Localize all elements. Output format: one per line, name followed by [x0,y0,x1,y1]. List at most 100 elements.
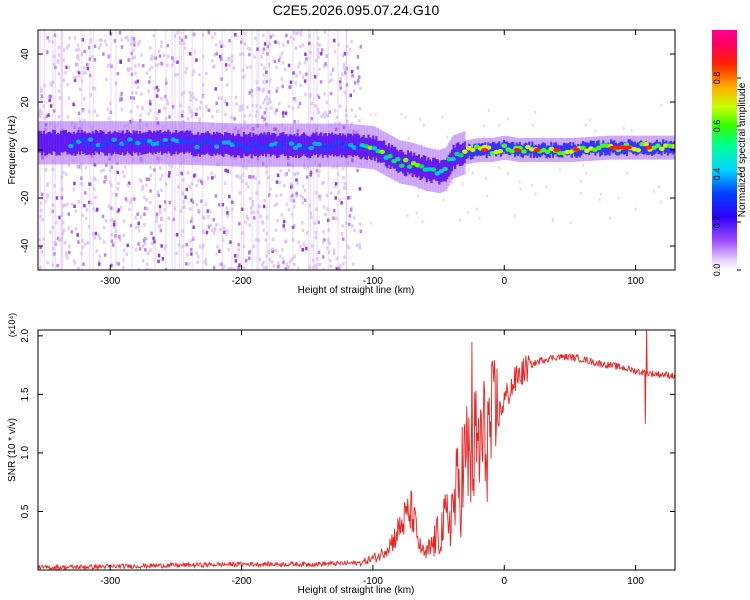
noise-mark [62,170,65,175]
noise-mark [148,75,152,80]
noise-mark [173,206,176,211]
noise-mark [215,52,218,56]
spectrogram-y-tick-label: 0 [20,147,31,153]
noise-mark [265,215,269,220]
noise-mark [38,108,42,113]
noise-mark [279,55,282,59]
ridge-band [261,134,264,156]
noise-mark [266,101,270,105]
noise-mark [327,250,331,254]
noise-mark [316,262,320,267]
colorbar-tick-label: 0.8 [712,72,722,85]
noise-mark [466,210,469,214]
noise-mark [158,54,162,58]
noise-mark [498,123,501,127]
noise-mark [116,170,119,175]
noise-mark [74,227,78,231]
noise-mark [156,62,160,67]
ridge-band [564,142,567,155]
noise-mark [289,198,292,203]
noise-mark [304,52,307,57]
noise-mark [212,231,216,235]
ridge-peak-mark [481,148,489,152]
noise-mark [57,89,61,93]
noise-mark [118,30,122,35]
noise-mark [192,225,195,230]
noise-mark [533,111,536,115]
noise-mark [584,123,587,127]
noise-mark [201,245,204,249]
noise-mark [270,106,273,110]
ridge-core-mark [115,143,121,149]
noise-mark [164,116,168,121]
ridge-band [408,152,411,175]
noise-mark [73,36,77,40]
noise-mark [119,94,123,98]
ridge-core-mark [162,137,169,143]
ridge-band [490,143,493,156]
noise-mark [314,191,318,195]
noise-mark [155,116,158,121]
noise-mark [134,64,137,68]
noise-mark [211,115,214,119]
noise-mark [248,47,252,51]
noise-mark [331,67,335,71]
noise-mark [168,170,171,175]
noise-mark [55,221,58,225]
noise-mark [263,265,266,270]
ridge-band [49,131,52,154]
noise-mark [86,241,90,245]
noise-mark [133,197,136,201]
noise-mark [531,183,534,187]
noise-mark [60,237,64,241]
noise-mark [338,121,342,125]
noise-mark [46,181,49,186]
noise-mark [322,230,325,234]
ridge-core-mark [438,169,445,174]
noise-mark [317,220,321,225]
noise-mark [340,232,344,236]
noise-mark [251,94,254,98]
noise-mark [62,204,65,208]
noise-mark [181,205,185,210]
noise-mark [559,168,562,172]
noise-mark [230,200,234,205]
noise-mark [83,70,87,75]
noise-mark [102,52,105,56]
noise-mark [77,266,80,270]
noise-mark [358,106,361,111]
noise-mark [241,75,244,79]
spectrogram-y-tick-label: 40 [20,48,31,60]
noise-mark [94,195,97,200]
noise-mark [369,113,372,117]
noise-mark [356,168,359,173]
noise-mark [108,53,112,58]
noise-mark [318,43,321,47]
noise-mark [63,203,66,207]
noise-mark [356,55,360,59]
noise-mark [292,71,295,75]
noise-mark [660,103,663,107]
noise-mark [158,209,162,213]
noise-mark [136,79,140,84]
noise-mark [39,245,42,249]
noise-mark [230,115,233,120]
noise-mark [189,98,192,102]
ridge-band [599,144,602,157]
noise-mark [243,114,247,118]
snr-y-tick-label: 2.0 [20,328,31,342]
noise-mark [129,67,132,71]
noise-mark [57,45,61,50]
noise-mark [134,80,137,85]
noise-mark [158,204,162,209]
noise-mark [105,43,108,47]
ridge-band [447,154,450,177]
noise-mark [122,265,125,270]
noise-mark [245,181,248,186]
noise-mark [65,254,68,258]
noise-mark [95,207,99,212]
snr-y-scale-label: (x10⁴) [7,313,17,337]
ridge-band [176,132,179,155]
noise-mark [283,227,287,232]
noise-mark [70,202,74,207]
